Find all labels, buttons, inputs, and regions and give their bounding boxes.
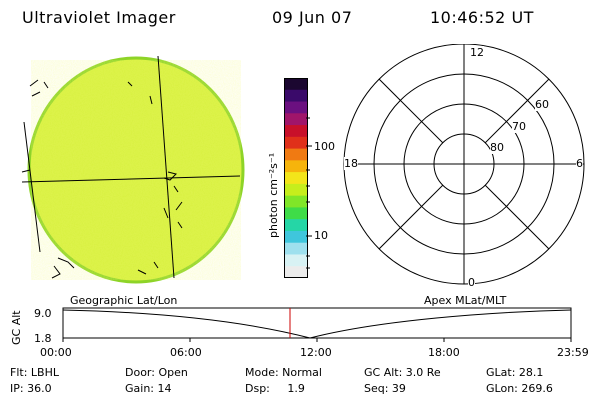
colorbar-tick-100: 100 [314,140,335,153]
polar-diag-4 [378,184,444,250]
colorbar-segment [284,160,308,173]
coastline-fragments [21,79,183,279]
polar-label-60: 60 [535,98,549,111]
colorbar-segment [284,207,308,220]
status-door: Door: Open [125,366,188,379]
polar-plot [343,44,585,285]
polar-label-80: 80 [490,141,504,154]
colorbar-segment [284,101,308,114]
polar-diag-1 [378,78,444,144]
timeline-xtick-0: 00:00 [40,346,72,359]
date-label: 09 Jun 07 [272,8,353,27]
colorbar-segment [284,183,308,197]
status-mode: Mode: Normal [245,366,322,379]
polar-diag-2 [484,184,550,250]
colorbar-segment [284,78,308,91]
polar-label-70: 70 [512,120,526,133]
grid-line-lat [21,175,241,183]
altitude-curve [62,309,572,339]
timeline-ticks [62,338,572,342]
colorbar-segment [284,254,308,267]
colorbar-segment [284,136,308,150]
polar-label-18: 18 [344,157,358,170]
colorbar-ticks [306,117,312,269]
colorbar-segment [284,230,308,244]
grid-line-edge [23,121,41,253]
status-seq: Seq: 39 [364,382,406,395]
timeline-ytick-9: 9.0 [34,307,52,320]
polar-label-0: 0 [468,276,475,289]
colorbar-segment [284,242,308,255]
status-ip: IP: 36.0 [10,382,52,395]
colorbar-border [284,78,308,278]
timeline-frame [62,307,572,339]
instrument-title: Ultraviolet Imager [22,8,176,27]
uv-image-panel [21,55,245,284]
grid-line-lon [157,55,175,279]
status-gain: Gain: 14 [125,382,172,395]
timeline-xtick-end: 23:59 [557,346,589,359]
colorbar-tick-10: 10 [314,229,328,242]
timeline-ytick-1: 1.8 [34,332,52,345]
colorbar-segment [284,172,308,185]
uv-noise-overlay [31,60,241,280]
polar-label-6: 6 [576,157,583,170]
status-filter: Flt: LBHL [10,366,59,379]
status-gc-alt: GC Alt: 3.0 Re [364,366,441,379]
status-glon: GLon: 269.6 [486,382,553,395]
colorbar-segment [284,113,308,126]
colorbar-segment [284,266,308,278]
time-label: 10:46:52 UT [430,8,534,27]
status-glat: GLat: 28.1 [486,366,544,379]
timeline-axis-title: GC Alt [10,310,23,345]
timeline-right-label: Apex MLat/MLT [424,294,507,307]
colorbar-unit-label: photon cm⁻²s⁻¹ [267,152,280,238]
polar-label-12: 12 [470,46,484,59]
colorbar-segment [284,148,308,161]
colorbar-segment [284,125,308,138]
status-dsp: Dsp: 1.9 [245,382,305,395]
polar-diag-3 [484,78,550,144]
timeline-left-label: Geographic Lat/Lon [70,294,178,307]
timeline-plot [62,307,572,342]
colorbar [284,78,308,278]
timeline-xtick-12: 12:00 [300,346,332,359]
colorbar-segment [284,219,308,232]
colorbar-segment [284,89,308,103]
timeline-xtick-18: 18:00 [428,346,460,359]
timeline-xtick-6: 06:00 [170,346,202,359]
colorbar-segment [284,195,308,208]
